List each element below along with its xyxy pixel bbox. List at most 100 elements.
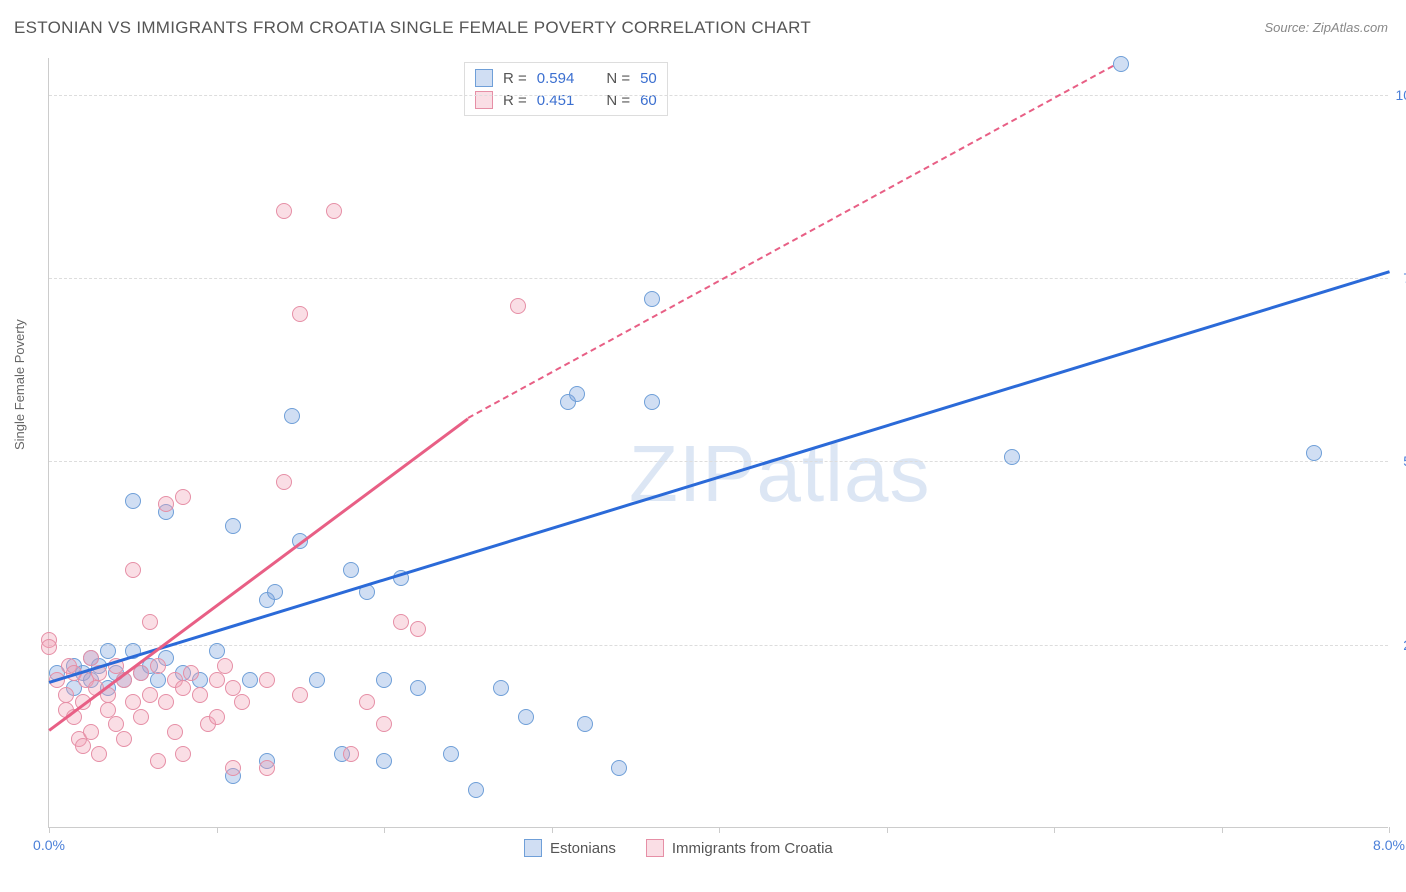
data-point	[644, 394, 660, 410]
stats-legend: R =0.594N =50R =0.451N =60	[464, 62, 668, 116]
data-point	[100, 702, 116, 718]
data-point	[175, 489, 191, 505]
data-point	[611, 760, 627, 776]
data-point	[83, 724, 99, 740]
stat-n-value: 50	[640, 70, 657, 87]
data-point	[376, 672, 392, 688]
source-credit: Source: ZipAtlas.com	[1264, 20, 1388, 35]
data-point	[58, 687, 74, 703]
x-tick	[384, 827, 385, 833]
data-point	[284, 408, 300, 424]
data-point	[125, 694, 141, 710]
data-point	[75, 738, 91, 754]
data-point	[309, 672, 325, 688]
gridline	[49, 461, 1388, 462]
data-point	[410, 680, 426, 696]
data-point	[108, 716, 124, 732]
data-point	[242, 672, 258, 688]
data-point	[225, 518, 241, 534]
data-point	[41, 639, 57, 655]
data-point	[376, 716, 392, 732]
series-legend: Estonians Immigrants from Croatia	[524, 839, 833, 857]
x-tick	[217, 827, 218, 833]
data-point	[292, 687, 308, 703]
y-tick-label: 75.0%	[1393, 270, 1406, 286]
data-point	[100, 643, 116, 659]
y-tick-label: 50.0%	[1393, 453, 1406, 469]
data-point	[443, 746, 459, 762]
data-point	[183, 665, 199, 681]
legend-item: Estonians	[524, 839, 616, 857]
data-point	[91, 746, 107, 762]
data-point	[175, 680, 191, 696]
data-point	[343, 746, 359, 762]
data-point	[209, 709, 225, 725]
x-tick	[49, 827, 50, 833]
data-point	[142, 614, 158, 630]
x-tick	[1389, 827, 1390, 833]
watermark: ZIPatlas	[629, 428, 930, 520]
trend-line	[467, 65, 1113, 419]
data-point	[133, 709, 149, 725]
data-point	[158, 694, 174, 710]
legend-swatch	[524, 839, 542, 857]
trend-line	[49, 271, 1390, 684]
data-point	[1113, 56, 1129, 72]
data-point	[292, 306, 308, 322]
data-point	[83, 650, 99, 666]
legend-swatch	[646, 839, 664, 857]
data-point	[225, 760, 241, 776]
x-tick	[552, 827, 553, 833]
data-point	[468, 782, 484, 798]
stat-n-label: N =	[606, 70, 630, 87]
data-point	[209, 672, 225, 688]
data-point	[518, 709, 534, 725]
data-point	[276, 203, 292, 219]
stats-legend-row: R =0.594N =50	[475, 67, 657, 89]
data-point	[267, 584, 283, 600]
data-point	[359, 694, 375, 710]
data-point	[259, 672, 275, 688]
data-point	[1004, 449, 1020, 465]
data-point	[577, 716, 593, 732]
data-point	[225, 680, 241, 696]
data-point	[167, 724, 183, 740]
y-tick-label: 100.0%	[1393, 87, 1406, 103]
data-point	[569, 386, 585, 402]
data-point	[175, 746, 191, 762]
data-point	[234, 694, 250, 710]
legend-swatch	[475, 69, 493, 87]
data-point	[192, 687, 208, 703]
legend-label: Estonians	[550, 840, 616, 857]
data-point	[150, 672, 166, 688]
data-point	[125, 562, 141, 578]
x-tick	[1222, 827, 1223, 833]
gridline	[49, 645, 1388, 646]
legend-label: Immigrants from Croatia	[672, 840, 833, 857]
data-point	[644, 291, 660, 307]
gridline	[49, 95, 1388, 96]
data-point	[1306, 445, 1322, 461]
data-point	[125, 493, 141, 509]
data-point	[493, 680, 509, 696]
data-point	[376, 753, 392, 769]
x-tick	[719, 827, 720, 833]
y-tick-label: 25.0%	[1393, 637, 1406, 653]
x-tick-label: 0.0%	[33, 837, 65, 853]
y-axis-label: Single Female Poverty	[12, 319, 27, 450]
scatter-plot-area: ZIPatlas R =0.594N =50R =0.451N =60 Esto…	[48, 58, 1388, 828]
data-point	[276, 474, 292, 490]
data-point	[410, 621, 426, 637]
x-tick	[887, 827, 888, 833]
data-point	[217, 658, 233, 674]
stat-r-value: 0.594	[537, 70, 575, 87]
data-point	[158, 496, 174, 512]
data-point	[326, 203, 342, 219]
data-point	[142, 687, 158, 703]
data-point	[150, 658, 166, 674]
data-point	[150, 753, 166, 769]
data-point	[343, 562, 359, 578]
data-point	[209, 643, 225, 659]
chart-title: ESTONIAN VS IMMIGRANTS FROM CROATIA SING…	[14, 18, 811, 38]
data-point	[510, 298, 526, 314]
